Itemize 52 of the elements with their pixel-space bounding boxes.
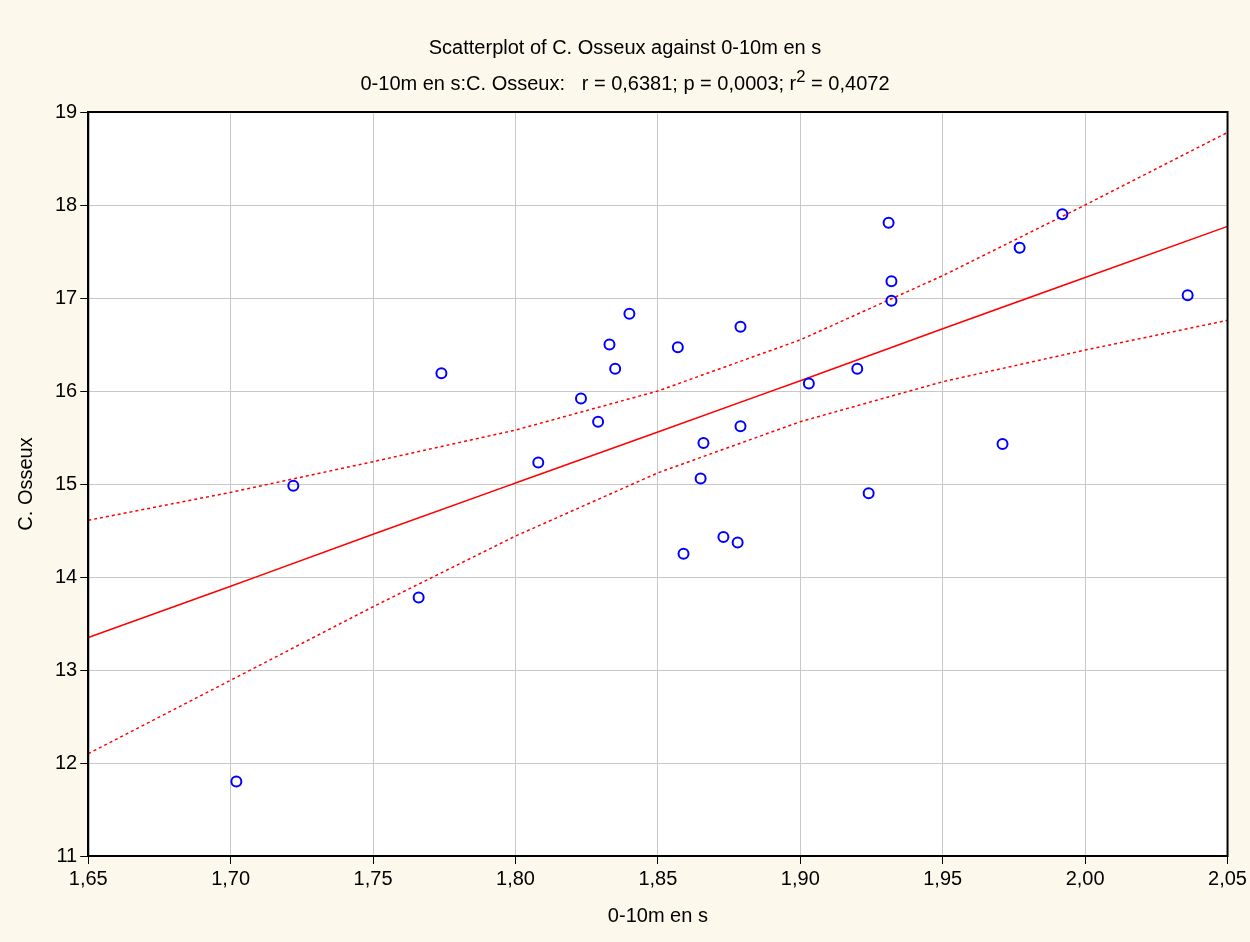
point [677, 547, 690, 560]
point [731, 536, 744, 549]
line-series [88, 319, 1228, 755]
point [609, 362, 622, 375]
x-tick-label: 2,00 [1065, 866, 1105, 889]
x-tick-label: 1,70 [211, 866, 251, 889]
point [592, 415, 605, 428]
line-series [88, 131, 1228, 522]
chart-title: Scatterplot of C. Osseux against 0-10m en s [427, 35, 823, 60]
x-tick-label: 1,75 [353, 866, 393, 889]
y-tick-label: 15 [55, 471, 78, 494]
point [287, 479, 300, 492]
point [697, 437, 710, 450]
point [862, 487, 875, 500]
point [1013, 241, 1026, 254]
x-tick-label: 1,85 [638, 866, 678, 889]
y-tick-label: 13 [55, 657, 78, 680]
x-tick-label: 1,90 [780, 866, 820, 889]
y-tick-label: 14 [55, 564, 78, 587]
y-axis-title: C. Osseux [13, 437, 36, 531]
point [885, 275, 898, 288]
point [671, 341, 684, 354]
point [851, 362, 864, 375]
point [435, 367, 448, 380]
y-tick-label: 17 [55, 285, 78, 308]
y-tick-label: 12 [55, 750, 78, 773]
point [802, 377, 815, 390]
point [532, 456, 545, 469]
point [603, 338, 616, 351]
x-tick-label: 1,80 [496, 866, 535, 889]
point [996, 438, 1009, 451]
point [1181, 289, 1194, 302]
chart-subtitle: 0-10m en s:C. Osseux: r = 0,6381; p = 0,0003; r$^{2}$ = 0,4072 [359, 66, 891, 96]
y-tick-label: 16 [55, 378, 78, 401]
point [882, 216, 895, 229]
x-tick-label: 1,65 [68, 866, 108, 889]
point [694, 472, 707, 485]
point [412, 591, 425, 604]
y-tick-label: 19 [55, 99, 78, 122]
point [885, 294, 898, 307]
point [1056, 208, 1069, 221]
point [623, 307, 636, 320]
point [574, 392, 587, 405]
point [230, 775, 243, 788]
point [734, 320, 747, 333]
y-tick-label: 18 [55, 192, 78, 215]
x-axis-title: 0-10m en s [607, 903, 708, 926]
point [734, 420, 747, 433]
y-tick-label: 11 [56, 843, 78, 866]
x-tick-label: 2,05 [1208, 866, 1248, 889]
x-tick-label: 1,95 [923, 866, 963, 889]
point [717, 531, 730, 544]
